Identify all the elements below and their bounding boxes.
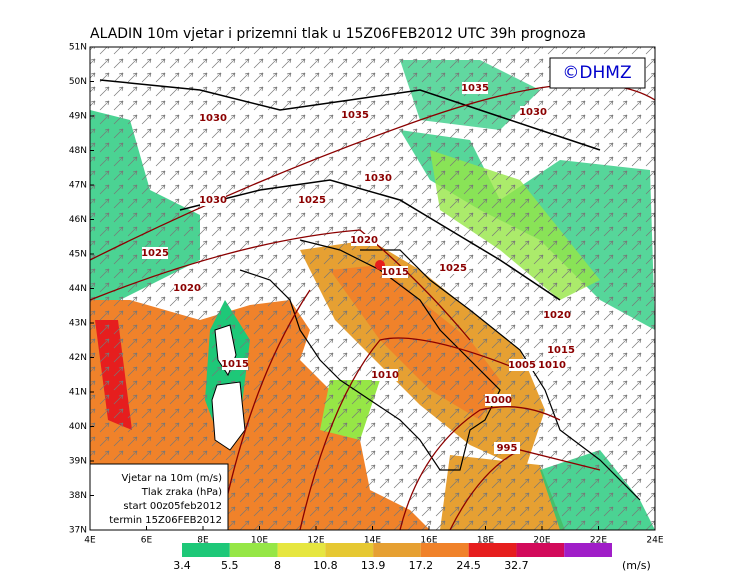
legend-level: 24.5 <box>456 559 481 572</box>
legend-swatch <box>516 543 565 557</box>
copyright-box <box>549 57 646 89</box>
lat-label: 51N <box>69 43 87 53</box>
isobar-label: 995 <box>497 443 518 454</box>
isobar-label: 1030 <box>364 173 392 184</box>
isobar-label-bg <box>520 106 546 118</box>
legend-swatch <box>325 543 374 557</box>
isobar-label: 1020 <box>543 310 571 321</box>
legend-level: 17.2 <box>409 559 434 572</box>
isobar-label: 1025 <box>439 263 467 274</box>
isobar-label-bg <box>462 82 488 94</box>
title: ALADIN 10m vjetar i prizemni tlak u 15Z0… <box>90 26 586 42</box>
lat-label: 48N <box>69 146 87 156</box>
lat-label: 49N <box>69 112 87 122</box>
lat-label: 44N <box>69 284 87 294</box>
info-line: termin 15Z06FEB2012 <box>109 515 222 526</box>
isobar-label-bg <box>485 394 511 406</box>
isobar-label: 1035 <box>461 83 489 94</box>
legend-swatch <box>373 543 421 557</box>
lon-label: 14E <box>364 536 381 546</box>
isobar-label: 1025 <box>298 195 326 206</box>
legend-level: 5.5 <box>221 559 239 572</box>
lon-label: 20E <box>533 536 550 546</box>
isobar-label-bg <box>200 194 226 206</box>
info-line: start 00z05feb2012 <box>123 501 222 512</box>
legend-swatch <box>468 543 517 557</box>
lon-label: 4E <box>84 536 96 546</box>
isobar-label: 1035 <box>341 110 369 121</box>
isobar-label-bg <box>351 234 377 246</box>
isobar-label: 1015 <box>221 359 249 370</box>
legend-level: 8 <box>274 559 281 572</box>
isobar-label: 1010 <box>538 360 566 371</box>
isobar-label-bg <box>222 358 248 370</box>
lat-label: 45N <box>69 250 87 260</box>
legend-level: 32.7 <box>504 559 529 572</box>
legend-unit: (m/s) <box>622 559 651 572</box>
legend-swatch <box>229 543 278 557</box>
isobar-label-bg <box>342 109 368 121</box>
lon-label: 12E <box>307 536 324 546</box>
lon-label: 18E <box>477 536 494 546</box>
isobar-label-bg <box>548 344 574 356</box>
lat-label: 42N <box>69 353 87 363</box>
legend-level: 13.9 <box>361 559 386 572</box>
copyright: ©DHMZ <box>562 63 631 83</box>
legend-swatch <box>564 543 612 557</box>
info-line: Tlak zraka (hPa) <box>141 487 222 498</box>
isobar-label-bg <box>544 309 570 321</box>
lat-label: 38N <box>69 491 87 501</box>
legend-swatch <box>420 543 469 557</box>
isobar-label: 1010 <box>371 370 399 381</box>
isobar-label-bg <box>539 359 565 371</box>
lat-label: 41N <box>69 388 87 398</box>
isobar-label-bg <box>440 262 466 274</box>
lat-label: 50N <box>69 77 87 87</box>
isobar-label: 1030 <box>199 195 227 206</box>
isobar-label: 1015 <box>381 267 409 278</box>
isobar-label: 1015 <box>547 345 575 356</box>
map-area <box>90 47 655 530</box>
lon-label: 8E <box>197 536 209 546</box>
isobar-label: 1030 <box>199 113 227 124</box>
isobar-label: 1005 <box>508 360 536 371</box>
isobar-label: 1020 <box>173 283 201 294</box>
lat-label: 43N <box>69 319 87 329</box>
lon-label: 16E <box>420 536 437 546</box>
isobar-label-bg <box>174 282 200 294</box>
info-line: Vjetar na 10m (m/s) <box>121 473 222 484</box>
lon-label: 22E <box>590 536 607 546</box>
isobar-label: 1030 <box>519 107 547 118</box>
isobar-label: 1025 <box>141 248 169 259</box>
lat-label: 40N <box>69 422 87 432</box>
isobar-label-bg <box>372 369 398 381</box>
legend-swatch <box>182 543 230 557</box>
isobar-label-bg <box>494 442 520 454</box>
isobar-label-bg <box>142 247 168 259</box>
legend-level: 3.4 <box>173 559 191 572</box>
lat-label: 39N <box>69 457 87 467</box>
legend-level: 10.8 <box>313 559 338 572</box>
isobar-label-bg <box>382 266 408 278</box>
lon-label: 24E <box>646 536 663 546</box>
legend-swatch <box>277 543 326 557</box>
isobar-label-bg <box>509 359 535 371</box>
lon-label: 10E <box>251 536 268 546</box>
isobar-label-bg <box>200 112 226 124</box>
isobar-label-bg <box>365 172 391 184</box>
isobar-label-bg <box>299 194 325 206</box>
lat-label: 37N <box>69 526 87 536</box>
lon-label: 6E <box>141 536 153 546</box>
isobar-label: 1020 <box>350 235 378 246</box>
lat-label: 46N <box>69 215 87 225</box>
isobar-label: 1000 <box>484 395 512 406</box>
lat-label: 47N <box>69 181 87 191</box>
info-box <box>89 463 229 531</box>
